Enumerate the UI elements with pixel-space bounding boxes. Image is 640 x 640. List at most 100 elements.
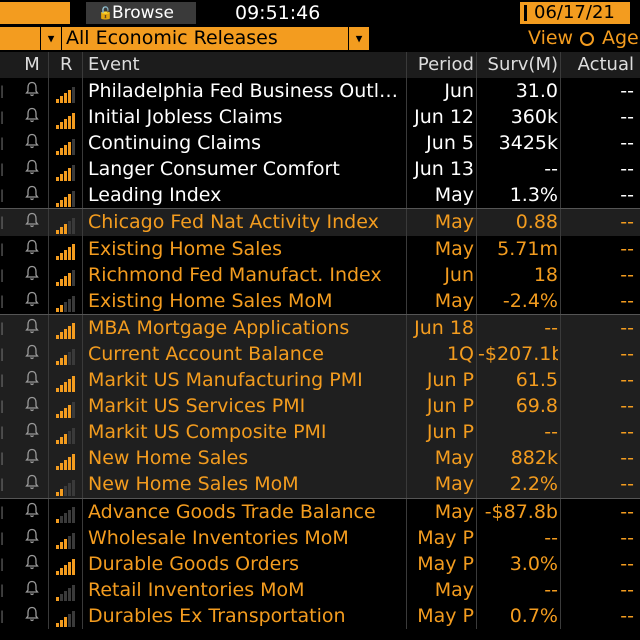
browse-button[interactable]: 🔓 Browse: [86, 2, 196, 24]
col-header-period[interactable]: Period: [417, 54, 474, 75]
release-filter-dropdown[interactable]: All Economic Releases: [62, 27, 348, 50]
row-marker: |: [0, 425, 5, 440]
event-name[interactable]: Richmond Fed Manufact. Index: [88, 263, 382, 286]
table-row[interactable]: | Markit US Composite PMI Jun P -- --: [0, 419, 640, 446]
event-name[interactable]: Wholesale Inventories MoM: [88, 526, 349, 549]
alert-bell-icon[interactable]: [20, 78, 44, 104]
table-row[interactable]: | Wholesale Inventories MoM May P -- --: [0, 524, 640, 551]
col-header-actual[interactable]: Actual: [577, 54, 634, 75]
table-row[interactable]: | Existing Home Sales MoM May -2.4% --: [0, 287, 640, 314]
event-period: May P: [417, 526, 474, 549]
event-name[interactable]: Markit US Composite PMI: [88, 421, 327, 444]
table-row[interactable]: | Durable Goods Orders May P 3.0% --: [0, 550, 640, 577]
view-radio-button[interactable]: [580, 32, 594, 46]
alert-bell-icon[interactable]: [20, 603, 44, 629]
col-header-event[interactable]: Event: [88, 54, 140, 75]
table-row[interactable]: | New Home Sales MoM May 2.2% --: [0, 471, 640, 498]
event-period: May: [434, 500, 474, 523]
event-name[interactable]: Current Account Balance: [88, 342, 324, 365]
event-actual: --: [620, 158, 634, 181]
alert-bell-icon[interactable]: [20, 499, 44, 525]
event-actual: --: [620, 421, 634, 444]
table-row[interactable]: | New Home Sales May 882k --: [0, 445, 640, 472]
command-field[interactable]: [0, 2, 70, 24]
view-agenda-option[interactable]: Agen: [602, 27, 640, 49]
event-name[interactable]: Leading Index: [88, 184, 222, 207]
view-label: View: [528, 27, 574, 49]
date-field[interactable]: 06/17/21: [520, 2, 630, 24]
table-row[interactable]: | Initial Jobless Claims Jun 12 360k --: [0, 104, 640, 131]
alert-bell-icon[interactable]: [20, 445, 44, 471]
table-row[interactable]: | Current Account Balance 1Q -$207.1b --: [0, 340, 640, 368]
event-name[interactable]: Existing Home Sales MoM: [88, 289, 333, 312]
relevance-bar: [56, 202, 59, 207]
table-row[interactable]: | Philadelphia Fed Business Outl… Jun 31…: [0, 78, 640, 105]
alert-bell-icon[interactable]: [20, 551, 44, 577]
event-name[interactable]: Markit US Manufacturing PMI: [88, 369, 363, 392]
event-period: Jun P: [426, 369, 474, 392]
alert-bell-icon[interactable]: [20, 315, 44, 341]
event-name[interactable]: Langer Consumer Comfort: [88, 158, 340, 181]
alert-bell-icon[interactable]: [20, 367, 44, 393]
alert-bell-icon[interactable]: [20, 471, 44, 497]
table-row[interactable]: | Continuing Claims Jun 5 3425k --: [0, 130, 640, 157]
alert-bell-icon[interactable]: [20, 577, 44, 603]
table-row[interactable]: | Markit US Manufacturing PMI Jun P 61.5…: [0, 367, 640, 394]
chevron-down-icon[interactable]: ▼: [40, 27, 61, 50]
table-row[interactable]: | Richmond Fed Manufact. Index Jun 18 --: [0, 261, 640, 288]
event-name[interactable]: Markit US Services PMI: [88, 395, 306, 418]
table-row[interactable]: | Chicago Fed Nat Activity Index May 0.8…: [0, 208, 640, 236]
table-row[interactable]: | Langer Consumer Comfort Jun 13 -- --: [0, 156, 640, 183]
event-actual: --: [620, 237, 634, 260]
table-row[interactable]: | Retail Inventories MoM May -- --: [0, 576, 640, 603]
relevance-bar: [60, 332, 63, 340]
alert-bell-icon[interactable]: [20, 209, 44, 235]
alert-bell-icon[interactable]: [20, 182, 44, 208]
alert-bell-icon[interactable]: [20, 236, 44, 262]
event-actual: --: [620, 106, 634, 129]
alert-bell-icon[interactable]: [20, 525, 44, 551]
relevance-bar: [56, 150, 59, 155]
event-survey: 360k: [510, 106, 558, 129]
alert-bell-icon[interactable]: [20, 419, 44, 445]
table-row[interactable]: | Leading Index May 1.3% --: [0, 182, 640, 209]
col-header-m[interactable]: M: [24, 54, 40, 75]
table-body: | Philadelphia Fed Business Outl… Jun 31…: [0, 78, 640, 629]
alert-bell-icon[interactable]: [20, 393, 44, 419]
chevron-down-icon[interactable]: ▼: [348, 27, 369, 50]
event-name[interactable]: Philadelphia Fed Business Outl…: [88, 80, 399, 102]
alert-bell-icon[interactable]: [20, 288, 44, 314]
event-actual: --: [620, 578, 634, 601]
event-name[interactable]: Advance Goods Trade Balance: [88, 500, 376, 523]
alert-bell-icon[interactable]: [20, 341, 44, 367]
event-name[interactable]: Continuing Claims: [88, 132, 262, 155]
event-survey: 3.0%: [509, 552, 558, 575]
event-actual: --: [620, 184, 634, 207]
relevance-bar: [68, 89, 71, 103]
region-selector[interactable]: [0, 27, 40, 50]
event-name[interactable]: Initial Jobless Claims: [88, 106, 283, 129]
table-row[interactable]: | MBA Mortgage Applications Jun 18 -- --: [0, 313, 640, 341]
event-name[interactable]: Existing Home Sales: [88, 237, 283, 260]
col-header-surv[interactable]: Surv(M): [487, 54, 558, 75]
event-survey: --: [544, 421, 558, 444]
event-name[interactable]: Durable Goods Orders: [88, 552, 300, 575]
col-header-r[interactable]: R: [60, 54, 73, 75]
table-row[interactable]: | Advance Goods Trade Balance May -$87.8…: [0, 497, 640, 525]
alert-bell-icon[interactable]: [20, 156, 44, 182]
alert-bell-icon[interactable]: [20, 104, 44, 130]
event-name[interactable]: Durables Ex Transportation: [88, 604, 346, 627]
relevance-bar: [68, 404, 71, 418]
relevance-bar: [64, 407, 67, 418]
table-row[interactable]: | Markit US Services PMI Jun P 69.8 --: [0, 393, 640, 420]
alert-bell-icon[interactable]: [20, 130, 44, 156]
alert-bell-icon[interactable]: [20, 262, 44, 288]
table-row[interactable]: | Existing Home Sales May 5.71m --: [0, 235, 640, 262]
event-name[interactable]: New Home Sales: [88, 447, 249, 470]
event-name[interactable]: MBA Mortgage Applications: [88, 316, 350, 339]
event-name[interactable]: Retail Inventories MoM: [88, 578, 305, 601]
event-name[interactable]: Chicago Fed Nat Activity Index: [88, 211, 379, 234]
event-name[interactable]: New Home Sales MoM: [88, 473, 299, 496]
event-period: Jun P: [426, 395, 474, 418]
table-row[interactable]: | Durables Ex Transportation May P 0.7% …: [0, 602, 640, 629]
